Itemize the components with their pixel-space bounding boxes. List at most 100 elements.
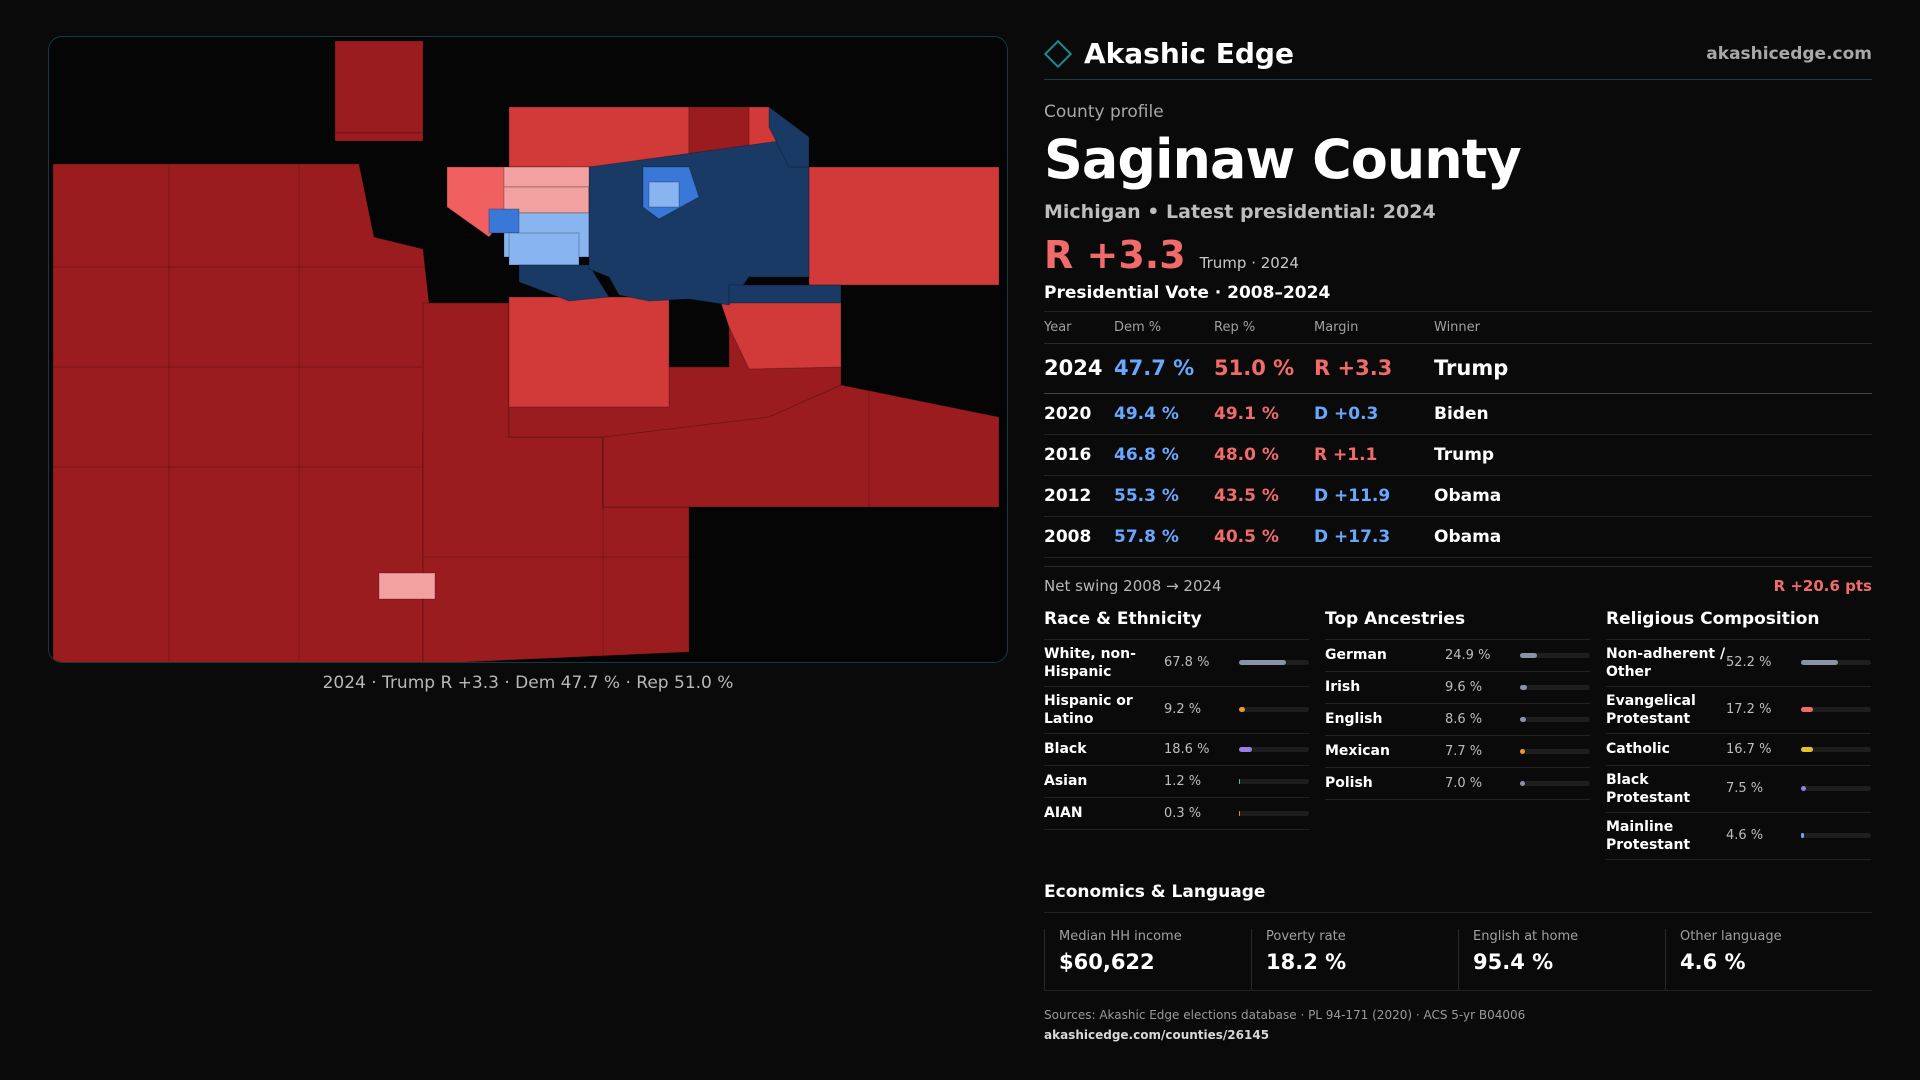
religion-row: Mainline Protestant 4.6 % <box>1606 813 1871 860</box>
religion-bar <box>1801 786 1871 791</box>
ancestry-label: Polish <box>1325 775 1373 791</box>
religion-value: 17.2 % <box>1726 702 1772 717</box>
winner-cell: Biden <box>1434 393 1872 435</box>
religion-value: 52.2 % <box>1726 655 1772 670</box>
race-value: 18.6 % <box>1164 741 1210 757</box>
page-title: Saginaw County <box>1044 128 1522 191</box>
race-bar-fill <box>1239 778 1240 784</box>
race-label: Hispanic or Latino <box>1044 692 1133 727</box>
map-precinct[interactable] <box>648 181 680 208</box>
religion-label: Evangelical Protestant <box>1606 692 1696 727</box>
race-label: White, non-Hispanic <box>1044 645 1136 680</box>
stat-value: 95.4 % <box>1473 950 1554 974</box>
stat-income: Median HH income $60,622 <box>1044 929 1251 990</box>
race-bar <box>1239 810 1309 816</box>
site-link[interactable]: akashicedge.com <box>1706 43 1872 64</box>
religion-bar <box>1801 746 1871 752</box>
net-swing-label: Net swing 2008 → 2024 <box>1044 576 1222 595</box>
race-bar <box>1239 660 1309 665</box>
vote-row: 2020 49.4 % 49.1 % D +0.3 Biden <box>1044 393 1872 435</box>
page-subtitle: Michigan • Latest presidential: 2024 <box>1044 201 1436 223</box>
margin-cell: R +3.3 <box>1314 343 1434 394</box>
religion-label: Catholic <box>1606 741 1670 757</box>
winner-cell: Obama <box>1434 516 1872 558</box>
profile-panel: Akashic Edge akashicedge.com County prof… <box>1043 28 1872 860</box>
vote-row: 2012 55.3 % 43.5 % D +11.9 Obama <box>1044 475 1872 517</box>
ancestry-value: 7.7 % <box>1445 743 1483 759</box>
race-row: Black 18.6 % <box>1044 734 1309 766</box>
race-title: Race & Ethnicity <box>1044 609 1309 640</box>
rep-pct-cell: 51.0 % <box>1214 343 1314 394</box>
source-url-link[interactable]: akashicedge.com/counties/26145 <box>1044 1028 1270 1042</box>
map-precinct[interactable] <box>334 132 424 142</box>
stat-label: Poverty rate <box>1266 929 1346 944</box>
stat-label: English at home <box>1473 929 1579 944</box>
col-margin: Margin <box>1314 312 1434 344</box>
stat-english: English at home 95.4 % <box>1458 929 1665 990</box>
winner-cell: Obama <box>1434 475 1872 517</box>
county-map-panel <box>48 36 1008 663</box>
ancestry-bar-fill <box>1520 684 1527 690</box>
brand-name: Akashic Edge <box>1084 37 1294 70</box>
ancestry-row: Mexican 7.7 % <box>1325 736 1590 768</box>
ancestry-row: English 8.6 % <box>1325 704 1590 736</box>
ancestry-bar-fill <box>1520 652 1538 658</box>
county-precinct-map[interactable] <box>49 37 1008 663</box>
ancestry-section: Top Ancestries German 24.9 % Irish 9.6 % Eng… <box>1325 609 1590 860</box>
ancestry-label: Mexican <box>1325 743 1390 759</box>
ancestry-bar <box>1520 780 1590 786</box>
vote-table-title: Presidential Vote · 2008–2024 <box>1044 283 1872 312</box>
year-cell: 2020 <box>1044 393 1114 435</box>
ancestry-value: 24.9 % <box>1445 647 1491 663</box>
religion-bar <box>1801 707 1871 712</box>
ancestry-row: Irish 9.6 % <box>1325 672 1590 704</box>
race-bar-fill <box>1239 810 1240 816</box>
map-precinct[interactable] <box>728 284 842 304</box>
religion-bar-fill <box>1801 707 1814 712</box>
religion-row: Evangelical Protestant 17.2 % <box>1606 687 1871 734</box>
stat-label: Other language <box>1680 929 1782 944</box>
vote-table: Year Dem % Rep % Margin Winner 2024 47.7 … <box>1044 312 1872 558</box>
religion-bar-fill <box>1801 786 1807 791</box>
map-precinct[interactable] <box>334 40 424 134</box>
demographics: Race & Ethnicity White, non-Hispanic 67.8… <box>1044 609 1872 860</box>
religion-bar-fill <box>1801 660 1838 665</box>
religion-title: Religious Composition <box>1606 609 1871 640</box>
map-precinct[interactable] <box>518 264 610 302</box>
rep-pct-cell: 49.1 % <box>1214 393 1314 435</box>
col-year: Year <box>1044 312 1114 344</box>
sources: Sources: Akashic Edge elections database… <box>1044 1005 1525 1045</box>
ancestry-value: 8.6 % <box>1445 711 1483 727</box>
race-bar-fill <box>1239 660 1287 665</box>
brand[interactable]: Akashic Edge <box>1043 37 1294 70</box>
map-precinct[interactable] <box>808 166 1000 286</box>
headline-margin: R +3.3 Trump · 2024 <box>1044 233 1872 277</box>
rep-pct-cell: 48.0 % <box>1214 434 1314 476</box>
religion-bar-fill <box>1801 833 1805 838</box>
ancestry-bar-fill <box>1520 748 1526 754</box>
stat-poverty: Poverty rate 18.2 % <box>1251 929 1458 990</box>
race-bar <box>1239 707 1309 712</box>
map-precinct[interactable] <box>488 208 520 234</box>
religion-row: Black Protestant 7.5 % <box>1606 766 1871 813</box>
map-precinct[interactable] <box>768 106 810 168</box>
col-dem: Dem % <box>1114 312 1214 344</box>
sources-text: Sources: Akashic Edge elections database… <box>1044 1008 1526 1022</box>
diamond-outline-icon <box>1043 39 1073 68</box>
header-bar: Akashic Edge akashicedge.com <box>1043 28 1872 80</box>
vote-row: 2016 46.8 % 48.0 % R +1.1 Trump <box>1044 434 1872 476</box>
page-kicker: County profile <box>1044 102 1164 122</box>
dem-pct-cell: 57.8 % <box>1114 516 1214 558</box>
rep-pct-cell: 40.5 % <box>1214 516 1314 558</box>
map-precinct[interactable] <box>378 572 436 600</box>
stat-other-language: Other language 4.6 % <box>1665 929 1872 990</box>
race-label: Black <box>1044 741 1087 757</box>
ancestry-row: Polish 7.0 % <box>1325 768 1590 800</box>
race-bar <box>1239 778 1309 784</box>
map-precinct[interactable] <box>588 136 810 306</box>
map-precinct[interactable] <box>508 232 580 266</box>
ancestry-label: German <box>1325 647 1387 663</box>
religion-label: Black Protestant <box>1606 771 1691 806</box>
map-precinct[interactable] <box>508 296 670 408</box>
map-precinct[interactable] <box>52 163 430 663</box>
